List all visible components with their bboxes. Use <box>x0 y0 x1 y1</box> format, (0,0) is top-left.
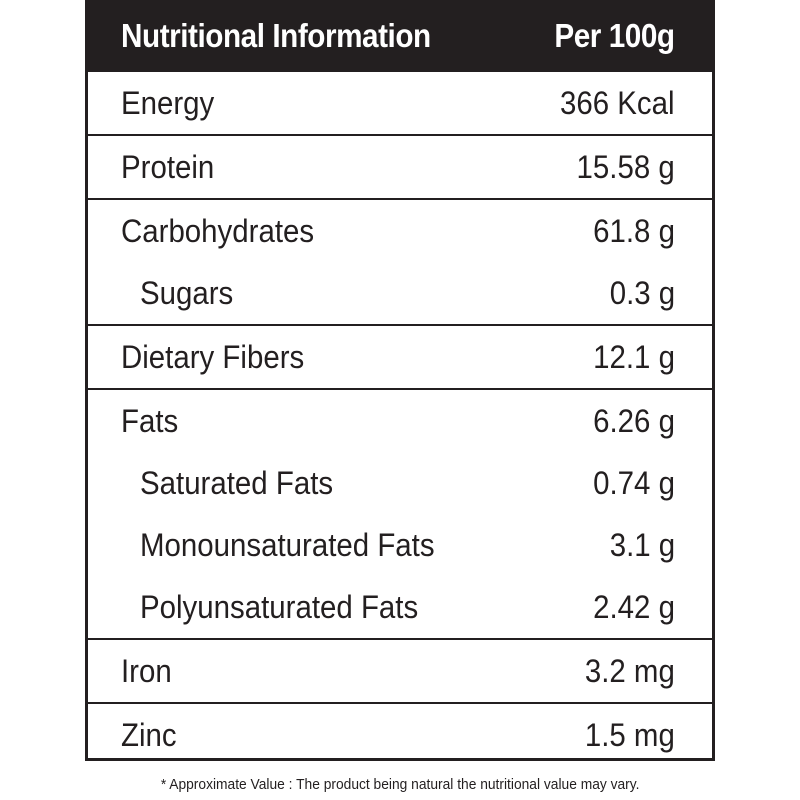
table-title: Nutritional Information <box>121 17 431 54</box>
nutrient-value: 61.8 g <box>593 212 675 249</box>
per-serving-label: Per 100g <box>554 17 676 54</box>
nutrient-value: 1.5 mg <box>584 716 675 753</box>
table-row-sub: Monounsaturated Fats 3.1 g <box>88 514 712 576</box>
nutrient-value: 15.58 g <box>576 148 675 185</box>
table-row-sub: Saturated Fats 0.74 g <box>88 452 712 514</box>
nutrient-value: 12.1 g <box>593 338 675 375</box>
nutrition-table: Nutritional Information Per 100g Energy … <box>85 0 715 761</box>
nutrient-group-fats: Fats 6.26 g Saturated Fats 0.74 g Monoun… <box>88 388 712 638</box>
nutrient-label: Iron <box>121 652 172 689</box>
table-row-sub: Sugars 0.3 g <box>88 262 712 324</box>
nutrient-group-energy: Energy 366 Kcal <box>88 72 712 134</box>
table-row: Dietary Fibers 12.1 g <box>88 326 712 388</box>
table-row: Zinc 1.5 mg <box>88 704 712 766</box>
nutrient-value: 0.74 g <box>593 464 675 501</box>
table-row: Iron 3.2 mg <box>88 640 712 702</box>
nutrient-label: Energy <box>121 84 215 121</box>
nutrient-group-protein: Protein 15.58 g <box>88 134 712 198</box>
nutrient-group-fibers: Dietary Fibers 12.1 g <box>88 324 712 388</box>
table-row: Fats 6.26 g <box>88 390 712 452</box>
table-row: Energy 366 Kcal <box>88 72 712 134</box>
nutrient-group-iron: Iron 3.2 mg <box>88 638 712 702</box>
nutrient-value: 0.3 g <box>609 274 675 311</box>
nutrient-value: 2.42 g <box>593 588 675 625</box>
table-row-sub: Polyunsaturated Fats 2.42 g <box>88 576 712 638</box>
nutrient-group-carbohydrates: Carbohydrates 61.8 g Sugars 0.3 g <box>88 198 712 324</box>
nutrient-value: 366 Kcal <box>560 84 675 121</box>
nutrient-value: 6.26 g <box>593 402 675 439</box>
table-row: Carbohydrates 61.8 g <box>88 200 712 262</box>
nutrient-label: Protein <box>121 148 215 185</box>
nutrient-label: Fats <box>121 402 179 439</box>
nutrient-label: Dietary Fibers <box>121 338 305 375</box>
nutrient-group-zinc: Zinc 1.5 mg <box>88 702 712 766</box>
nutrient-label: Monounsaturated Fats <box>140 526 435 563</box>
nutrient-label: Sugars <box>140 274 234 311</box>
nutrient-value: 3.2 mg <box>584 652 675 689</box>
table-header: Nutritional Information Per 100g <box>88 0 712 72</box>
nutrient-value: 3.1 g <box>609 526 675 563</box>
nutrient-label: Saturated Fats <box>140 464 334 501</box>
nutrient-label: Carbohydrates <box>121 212 315 249</box>
nutrient-label: Polyunsaturated Fats <box>140 588 419 625</box>
footnote: * Approximate Value : The product being … <box>0 776 800 793</box>
nutrient-label: Zinc <box>121 716 177 753</box>
footnote-text: * Approximate Value : The product being … <box>160 776 640 793</box>
table-row: Protein 15.58 g <box>88 136 712 198</box>
